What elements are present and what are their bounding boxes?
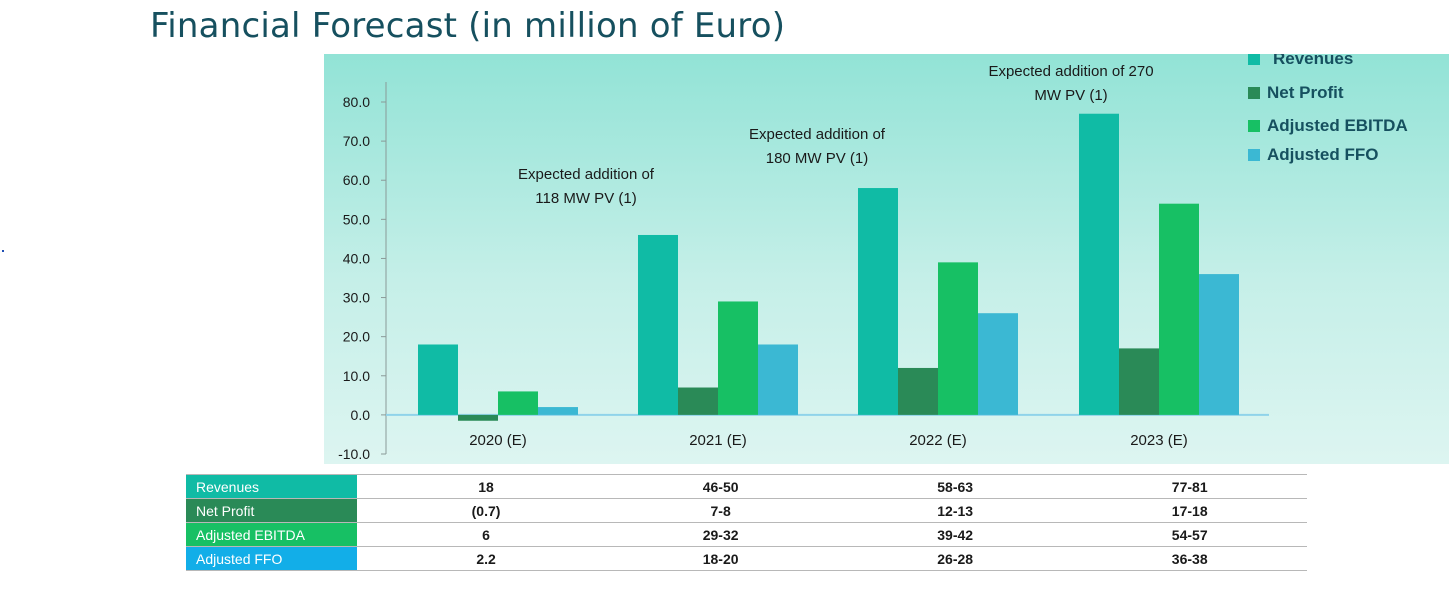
legend-swatch (1248, 120, 1260, 132)
y-tick-label: 30.0 (343, 290, 370, 306)
legend-swatch (1248, 54, 1260, 65)
table-cell: 36-38 (1072, 546, 1307, 571)
table-row: Net Profit (0.7) 7-8 12-13 17-18 (186, 498, 1307, 523)
table-cell: 2.2 (368, 546, 604, 571)
legend-label: Revenues (1273, 54, 1353, 68)
bar-adjusted-ebitda (718, 301, 758, 415)
bar-revenues (638, 234, 678, 415)
forecast-table: Revenues 18 46-50 58-63 77-81 Net Profit (0.7)… (186, 474, 1307, 571)
legend-swatch (1248, 87, 1260, 99)
table-cell: 26-28 (837, 546, 1073, 571)
annotation-text: Expected addition of (749, 126, 886, 143)
legend-label: Net Profit (1267, 83, 1344, 102)
bar-net-profit (898, 367, 938, 415)
bar-adjusted-ebitda (938, 262, 978, 415)
y-tick-label: 40.0 (343, 250, 370, 266)
table-gap (356, 546, 369, 571)
bar-revenues (1079, 113, 1119, 415)
table-row-label: Adjusted EBITDA (186, 522, 357, 547)
table-cell: 6 (368, 522, 604, 547)
table-cell: 7-8 (603, 498, 838, 523)
bar-adjusted-ebitda (1159, 203, 1199, 415)
annotation-text: 118 MW PV (1) (535, 190, 636, 207)
y-tick-label: 60.0 (343, 172, 370, 188)
table-row: Revenues 18 46-50 58-63 77-81 (186, 474, 1307, 499)
bar-net-profit (1119, 348, 1159, 415)
table-gap (356, 522, 369, 547)
table-cell: 17-18 (1072, 498, 1307, 523)
bar-chart: 80.0 70.0 60.0 50.0 40.0 30.0 20.0 10.0 0.0 -10.0… (338, 54, 1408, 462)
table-cell: 18-20 (603, 546, 838, 571)
annotation-text: Expected addition of (518, 166, 655, 183)
bar-adjusted-ffo (978, 313, 1018, 415)
legend-label: Adjusted EBITDA (1267, 116, 1408, 135)
table-gap (356, 474, 369, 499)
bar-revenues (858, 188, 898, 415)
table-cell: 29-32 (603, 522, 838, 547)
bar-adjusted-ffo (1199, 274, 1239, 415)
table-cell: (0.7) (368, 498, 604, 523)
table-cell: 18 (368, 474, 604, 499)
table-cell: 12-13 (837, 498, 1073, 523)
y-tick-label: 80.0 (343, 94, 370, 110)
x-tick-label: 2022 (E) (909, 432, 967, 449)
bar-net-profit (678, 387, 718, 415)
table-row-label: Adjusted FFO (186, 546, 357, 571)
y-tick-label: 50.0 (343, 211, 370, 227)
y-tick-label: 20.0 (343, 329, 370, 345)
x-tick-label: 2021 (E) (689, 432, 747, 449)
x-tick-label: 2023 (E) (1130, 432, 1188, 449)
legend-swatch (1248, 149, 1260, 161)
stray-dot (2, 250, 4, 252)
legend-label: Adjusted FFO (1267, 145, 1378, 164)
table-gap (356, 498, 369, 523)
table-cell: 58-63 (837, 474, 1073, 499)
table-cell: 46-50 (603, 474, 838, 499)
table-cell: 77-81 (1072, 474, 1307, 499)
table-row-label: Revenues (186, 474, 357, 499)
table-row: Adjusted EBITDA 6 29-32 39-42 54-57 (186, 522, 1307, 547)
y-tick-label: 0.0 (351, 407, 371, 423)
bar-net-profit (458, 414, 498, 421)
chart-panel: 80.0 70.0 60.0 50.0 40.0 30.0 20.0 10.0 0.0 -10.0… (324, 54, 1449, 464)
bar-adjusted-ebitda (498, 391, 538, 415)
annotation-text: Expected addition of 270 (988, 63, 1153, 80)
table-row: Adjusted FFO 2.2 18-20 26-28 36-38 (186, 546, 1307, 571)
x-tick-label: 2020 (E) (469, 432, 527, 449)
y-tick-label: -10.0 (338, 446, 370, 462)
page-title: Financial Forecast (in million of Euro) (150, 6, 786, 46)
y-tick-label: 10.0 (343, 368, 370, 384)
table-cell: 54-57 (1072, 522, 1307, 547)
bar-revenues (418, 344, 458, 415)
annotation-text: MW PV (1) (1034, 87, 1107, 104)
annotation-text: 180 MW PV (1) (766, 150, 869, 167)
table-row-label: Net Profit (186, 498, 357, 523)
bar-adjusted-ffo (538, 407, 578, 415)
y-tick-label: 70.0 (343, 133, 370, 149)
table-cell: 39-42 (837, 522, 1073, 547)
bar-adjusted-ffo (758, 344, 798, 415)
